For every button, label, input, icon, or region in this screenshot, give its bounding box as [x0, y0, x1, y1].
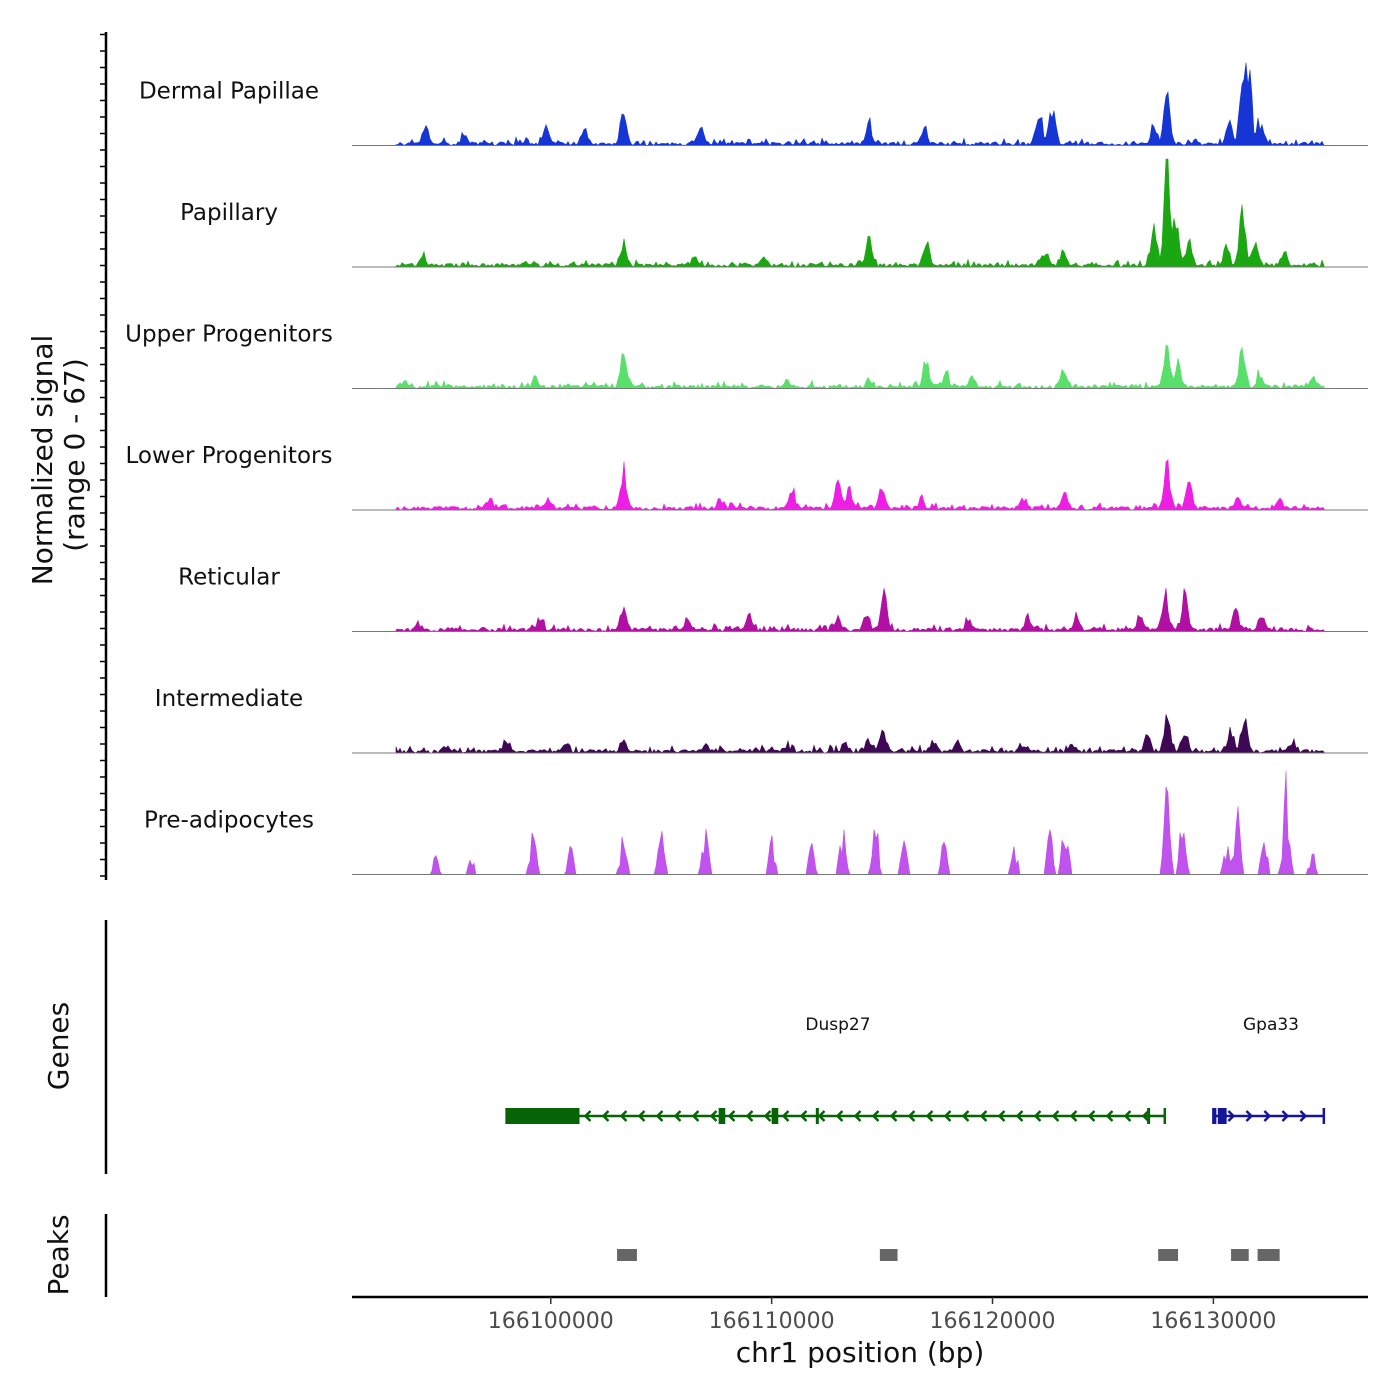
gene-exon-Dusp27 [771, 1108, 779, 1124]
gene-exon-Dusp27 [506, 1108, 580, 1124]
gene-strand-chevron [889, 1110, 898, 1122]
track-label-3: Upper Progenitors [125, 322, 333, 348]
gene-strand-chevron [1033, 1110, 1042, 1122]
gene-strand-chevron [961, 1110, 970, 1122]
track-coverage-7 [396, 770, 1324, 875]
gene-label-Gpa33: Gpa33 [1243, 1015, 1299, 1035]
coverage-tracks: Dermal Papillae Papillary Upper Progenitor… [100, 32, 1368, 880]
gene-strand-chevron [1087, 1110, 1096, 1122]
gene-strand-chevron [601, 1110, 610, 1122]
gene-strand-chevron [745, 1110, 754, 1122]
gene-exon-Dusp27 [718, 1108, 726, 1124]
genes-track: Dusp27 Gpa33 [104, 920, 1326, 1174]
x-tick-label: 166130000 [1150, 1309, 1276, 1334]
track-coverage-6 [395, 714, 1325, 754]
gene-label-Dusp27: Dusp27 [805, 1015, 870, 1035]
gene-strand-chevron [709, 1110, 718, 1122]
gene-strand-chevron [619, 1110, 628, 1122]
gene-strand-chevron [871, 1110, 880, 1122]
peak-region-4 [1231, 1249, 1249, 1261]
gene-strand-chevron [943, 1110, 952, 1122]
gene-strand-chevron [691, 1110, 700, 1122]
gene-strand-chevron [925, 1110, 934, 1122]
peak-region-3 [1158, 1249, 1179, 1261]
gene-strand-chevron [907, 1110, 916, 1122]
gene-strand-chevron [1245, 1110, 1254, 1122]
genes-track-title: Genes [42, 1002, 75, 1090]
gene-strand-chevron [1299, 1110, 1308, 1122]
gene-strand-chevron [799, 1110, 808, 1122]
gene-strand-chevron [583, 1110, 592, 1122]
track-coverage-5 [395, 588, 1325, 633]
track-label-5: Reticular [178, 565, 280, 591]
gene-strand-chevron [1069, 1110, 1078, 1122]
track-coverage-3 [395, 344, 1325, 390]
gene-strand-chevron [853, 1110, 862, 1122]
track-coverage-2 [395, 158, 1325, 268]
gene-strand-chevron [1123, 1110, 1132, 1122]
gene-strand-chevron [1015, 1110, 1024, 1122]
track-coverage-4 [395, 458, 1325, 511]
gene-exon-Dusp27 [815, 1108, 819, 1124]
gene-strand-chevron [1051, 1110, 1060, 1122]
peaks-track-title: Peaks [42, 1214, 75, 1295]
gene-exon-Gpa33 [1217, 1108, 1227, 1124]
gene-strand-chevron [1263, 1110, 1272, 1122]
track-label-1: Dermal Papillae [139, 79, 319, 105]
x-tick-label: 166120000 [930, 1309, 1056, 1334]
gene-strand-chevron [637, 1110, 646, 1122]
y-axis-title-line1: Normalized signal [26, 335, 59, 586]
track-label-6: Intermediate [155, 686, 303, 712]
x-axis: 166100000 166110000 166120000 166130000 [352, 1295, 1368, 1334]
peak-region-1 [617, 1249, 637, 1261]
gene-strand-chevron [763, 1110, 772, 1122]
gene-strand-chevron [655, 1110, 664, 1122]
gene-strand-chevron [979, 1110, 988, 1122]
track-label-2: Papillary [180, 200, 278, 226]
gene-strand-chevron [1281, 1110, 1290, 1122]
gene-strand-chevron [997, 1110, 1006, 1122]
track-coverage-1 [395, 62, 1325, 147]
gene-strand-chevron [727, 1110, 736, 1122]
peak-region-2 [879, 1249, 898, 1261]
gene-strand-chevron [835, 1110, 844, 1122]
x-tick-label: 166100000 [488, 1309, 614, 1334]
peak-region-5 [1257, 1249, 1280, 1261]
gene-exon-Gpa33 [1213, 1108, 1217, 1124]
peaks-track [104, 1214, 1280, 1297]
track-label-4: Lower Progenitors [126, 443, 333, 469]
gene-strand-chevron [1227, 1110, 1236, 1122]
gene-exon-Dusp27 [1147, 1108, 1151, 1124]
track-label-7: Pre-adipocytes [144, 808, 314, 834]
gene-strand-chevron [1105, 1110, 1114, 1122]
x-axis-title: chr1 position (bp) [736, 1336, 985, 1369]
x-tick-label: 166110000 [709, 1309, 835, 1334]
gene-strand-chevron [781, 1110, 790, 1122]
gene-strand-chevron [817, 1110, 826, 1122]
gene-strand-chevron [673, 1110, 682, 1122]
gene-strand-chevron [1141, 1110, 1150, 1122]
y-axis-title-line2: (range 0 - 67) [58, 358, 91, 552]
